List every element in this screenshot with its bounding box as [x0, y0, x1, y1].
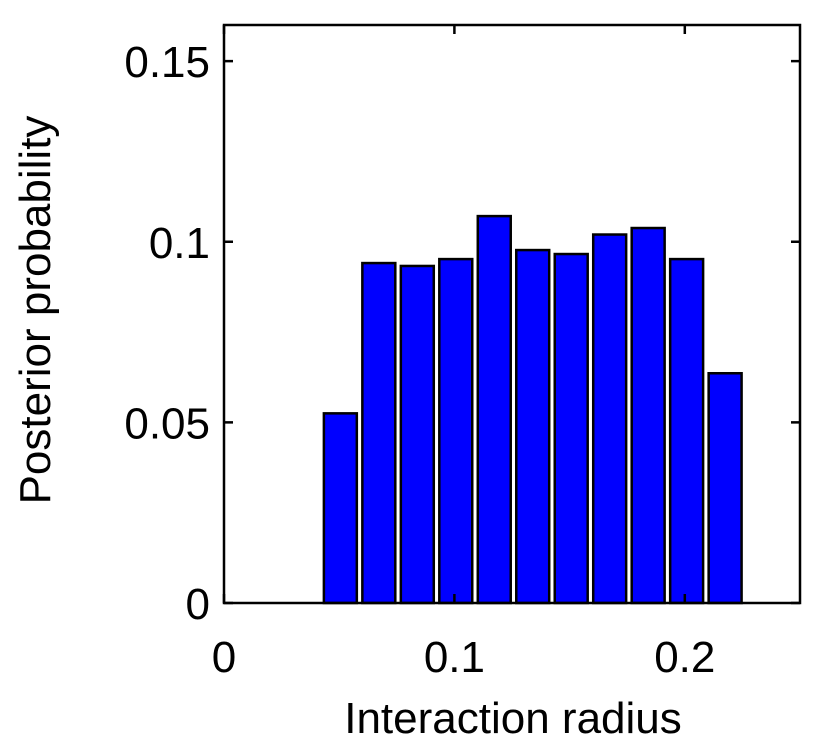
bar	[399, 264, 436, 605]
x-tick-label: 0.1	[424, 633, 485, 682]
y-tick-label: 0.15	[124, 38, 210, 87]
bar	[476, 214, 512, 605]
x-axis-title: Interaction radius	[344, 694, 682, 743]
plot-frame	[222, 23, 802, 605]
axis-ticks	[222, 25, 800, 605]
y-axis-title: Posterior probability	[11, 116, 60, 505]
bar	[707, 371, 743, 605]
x-tick-label: 0.2	[654, 633, 715, 682]
bar	[553, 252, 589, 605]
bar	[668, 257, 705, 605]
x-tick-label: 0	[212, 633, 236, 682]
x-tick-labels: 0 0.1 0.2	[212, 633, 716, 682]
y-tick-label: 0.05	[124, 399, 210, 448]
y-tick-label: 0	[186, 580, 210, 629]
bar	[322, 412, 359, 605]
bar	[630, 226, 666, 605]
bar	[515, 248, 551, 605]
bar	[361, 261, 397, 605]
y-tick-label: 0.1	[149, 219, 210, 268]
y-tick-labels: 0 0.05 0.1 0.15	[124, 38, 210, 629]
bar	[591, 233, 628, 605]
bar	[438, 257, 474, 605]
bars	[322, 214, 743, 605]
